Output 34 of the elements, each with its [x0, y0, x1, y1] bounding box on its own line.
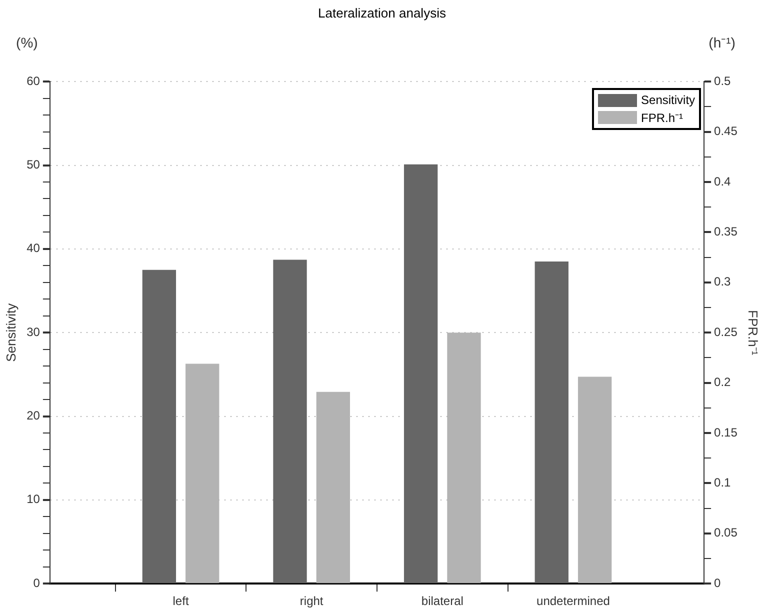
legend-label: Sensitivity: [641, 93, 696, 108]
y2-tick-label: 0.05: [714, 526, 738, 540]
y-tick-label: 50: [26, 158, 40, 172]
bar: [534, 261, 568, 584]
bar: [273, 260, 307, 584]
y-tick-label: 30: [26, 324, 40, 339]
y2-tick-label: 0.4: [714, 174, 732, 188]
y-tick-label: 10: [26, 492, 40, 506]
chart-title: Lateralization analysis: [318, 5, 446, 20]
x-tick-label: left: [172, 594, 190, 608]
y2-tick-label: 0.5: [714, 74, 732, 88]
x-tick-label: right: [300, 594, 324, 608]
y-tick-label: 0: [33, 576, 40, 590]
bar: [142, 270, 176, 584]
text: (h⁻¹): [708, 34, 736, 50]
y2-axis-title: FPR.h⁻¹: [746, 310, 761, 356]
y2-tick-label: 0.45: [714, 124, 738, 138]
legend-label: FPR.h⁻¹: [641, 110, 684, 126]
y-axis-title: Sensitivity: [3, 302, 18, 362]
y2-tick-label: 0: [714, 576, 722, 590]
y-tick-label: 20: [26, 408, 40, 423]
bar: [404, 164, 438, 584]
y2-tick-label: 0.3: [714, 274, 732, 289]
y-tick-label: 60: [26, 74, 40, 88]
y2-tick-label: 0.15: [714, 425, 738, 440]
y2-tick-label: 0.35: [714, 224, 738, 239]
y2-tick-label: 0.25: [714, 324, 738, 339]
y2-tick-label: 0.1: [714, 476, 732, 490]
x-tick-label: bilateral: [421, 594, 464, 608]
x-tick-label: undetermined: [536, 594, 610, 608]
y2-tick-label: 0.2: [714, 375, 732, 390]
text: (%): [16, 34, 38, 50]
y-tick-label: 40: [26, 241, 40, 256]
bar: [578, 376, 612, 584]
